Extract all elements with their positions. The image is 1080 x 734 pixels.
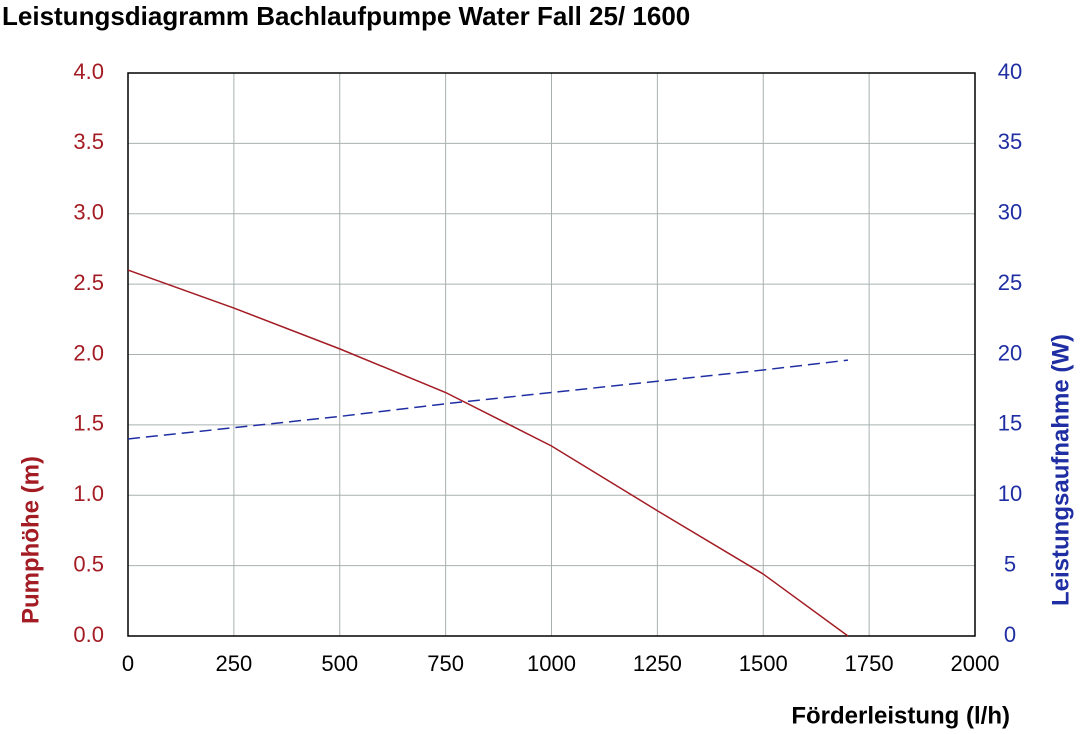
x-tick-label: 1000: [527, 651, 576, 676]
y2-axis-label: Leistungsaufnahme (W): [1047, 334, 1074, 606]
x-tick-label: 1250: [633, 651, 682, 676]
y2-tick-label: 15: [998, 411, 1022, 436]
y-tick-label: 0.5: [73, 551, 104, 576]
x-tick-label: 0: [122, 651, 134, 676]
y-tick-label: 2.5: [73, 270, 104, 295]
y-tick-label: 3.0: [73, 200, 104, 225]
plot-border: [127, 72, 976, 637]
y2-tick-label: 40: [998, 59, 1022, 84]
y-tick-label: 0.0: [73, 622, 104, 647]
y2-tick-label: 30: [998, 200, 1022, 225]
y-tick-label: 3.5: [73, 129, 104, 154]
y2-tick-label: 10: [998, 481, 1022, 506]
y-tick-label: 1.5: [73, 411, 104, 436]
x-tick-label: 1500: [739, 651, 788, 676]
y-axis-label: Pumphöhe (m): [17, 456, 44, 624]
y2-tick-label: 20: [998, 340, 1022, 365]
y2-tick-label: 25: [998, 270, 1022, 295]
y2-tick-label: 5: [1004, 551, 1016, 576]
series-line: [127, 269, 849, 637]
x-tick-label: 750: [427, 651, 464, 676]
series-line: [127, 359, 849, 440]
x-tick-label: 250: [216, 651, 253, 676]
y2-tick-label: 35: [998, 129, 1022, 154]
chart-title: Leistungsdiagramm Bachlaufpumpe Water Fa…: [2, 1, 690, 31]
x-tick-label: 500: [321, 651, 358, 676]
x-tick-label: 1750: [845, 651, 894, 676]
y2-tick-label: 0: [1004, 622, 1016, 647]
y-tick-label: 4.0: [73, 59, 104, 84]
y-tick-label: 1.0: [73, 481, 104, 506]
x-axis-label: Förderleistung (l/h): [791, 702, 1010, 729]
x-tick-label: 2000: [951, 651, 1000, 676]
y-tick-label: 2.0: [73, 340, 104, 365]
